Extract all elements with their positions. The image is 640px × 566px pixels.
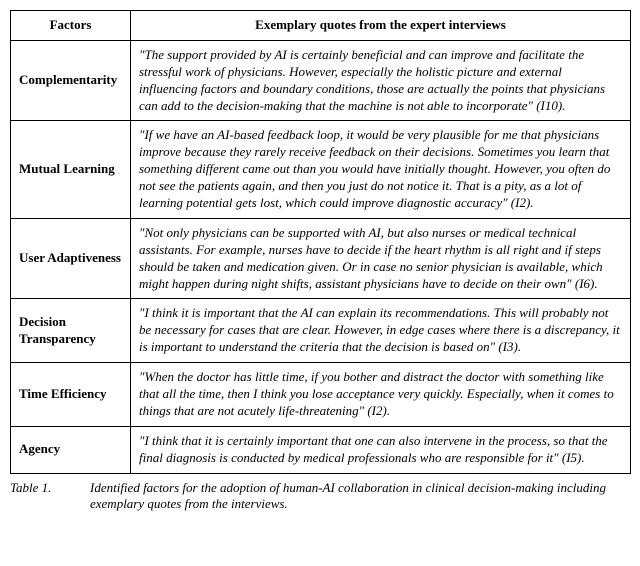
factor-cell: User Adaptiveness	[11, 218, 131, 299]
table-row: Complementarity"The support provided by …	[11, 40, 631, 121]
quote-cell: "When the doctor has little time, if you…	[131, 363, 631, 427]
table-row: User Adaptiveness"Not only physicians ca…	[11, 218, 631, 299]
factor-cell: Time Efficiency	[11, 363, 131, 427]
table-caption: Table 1. Identified factors for the adop…	[10, 480, 630, 512]
caption-label: Table 1.	[10, 480, 90, 512]
quote-cell: "Not only physicians can be supported wi…	[131, 218, 631, 299]
table-row: Mutual Learning"If we have an AI-based f…	[11, 121, 631, 218]
table-row: Time Efficiency"When the doctor has litt…	[11, 363, 631, 427]
factor-cell: Mutual Learning	[11, 121, 131, 218]
table-row: Decision Transparency"I think it is impo…	[11, 299, 631, 363]
factor-cell: Decision Transparency	[11, 299, 131, 363]
table-row: Agency"I think that it is certainly impo…	[11, 426, 631, 473]
caption-text: Identified factors for the adoption of h…	[90, 480, 630, 512]
header-factors: Factors	[11, 11, 131, 41]
table-header-row: Factors Exemplary quotes from the expert…	[11, 11, 631, 41]
factor-cell: Agency	[11, 426, 131, 473]
factors-table: Factors Exemplary quotes from the expert…	[10, 10, 631, 474]
quote-cell: "If we have an AI-based feedback loop, i…	[131, 121, 631, 218]
quote-cell: "I think it is important that the AI can…	[131, 299, 631, 363]
header-quotes: Exemplary quotes from the expert intervi…	[131, 11, 631, 41]
quote-cell: "I think that it is certainly important …	[131, 426, 631, 473]
quote-cell: "The support provided by AI is certainly…	[131, 40, 631, 121]
factor-cell: Complementarity	[11, 40, 131, 121]
